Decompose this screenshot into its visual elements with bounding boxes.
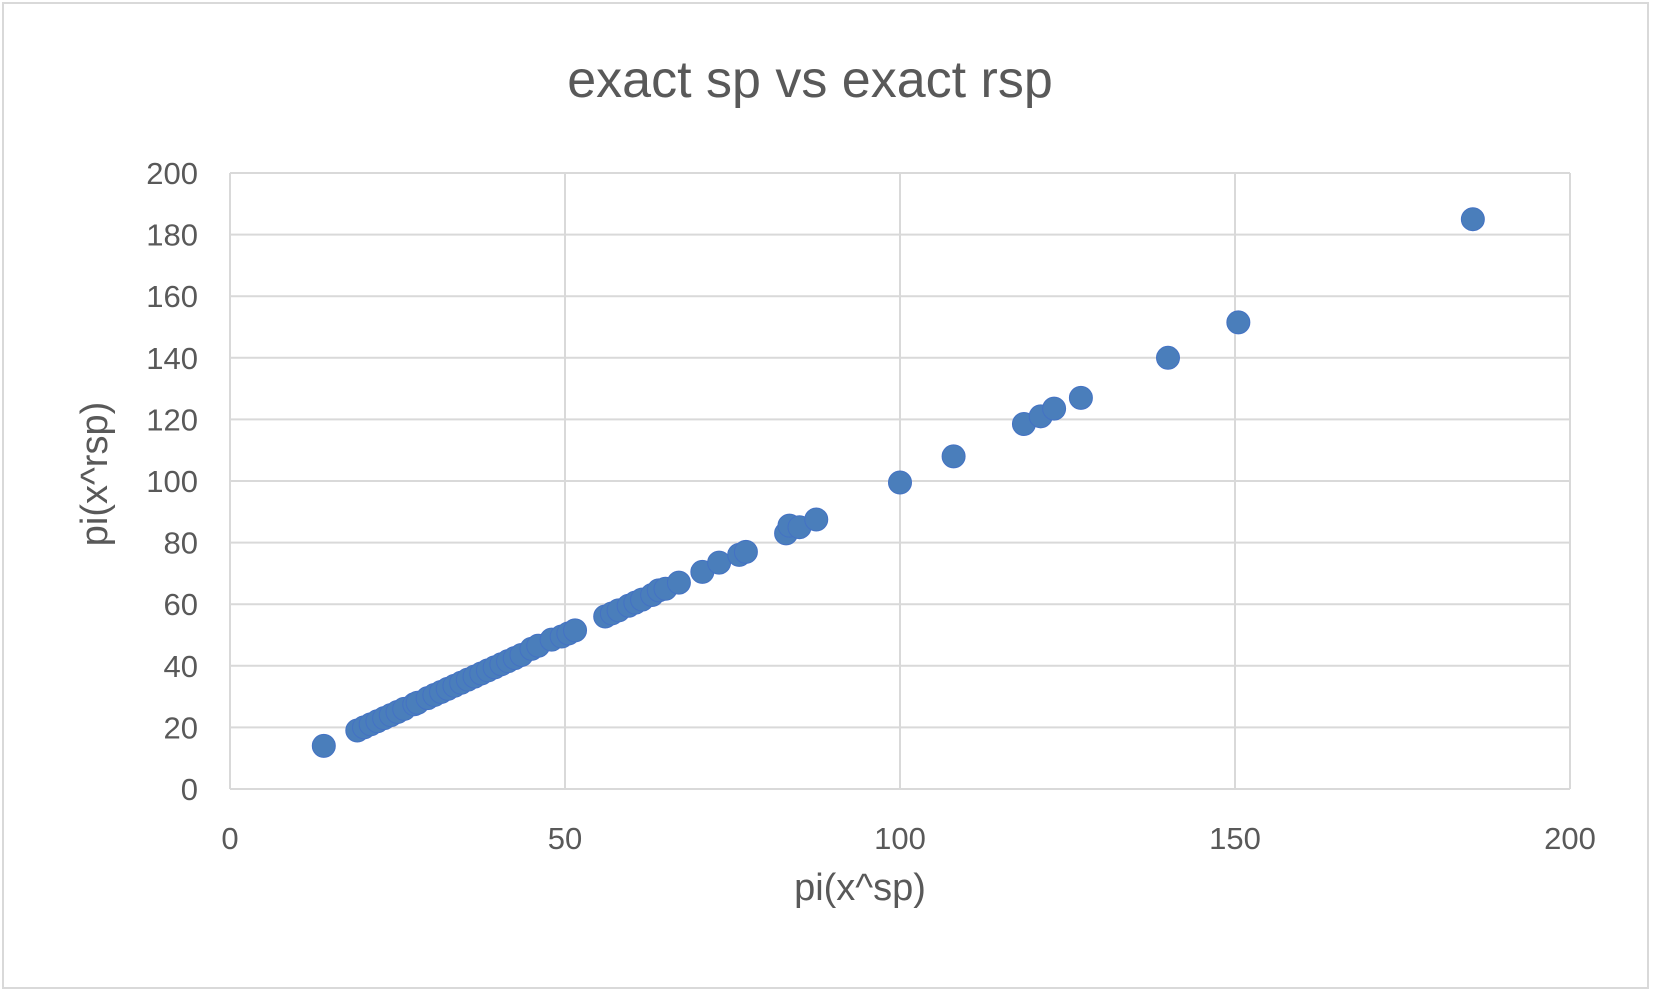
data-point: [1068, 385, 1093, 410]
y-tick-label: 40: [164, 649, 198, 684]
data-point: [1460, 207, 1485, 232]
data-points: [311, 207, 1485, 758]
data-point: [1042, 396, 1067, 421]
y-tick-label: 80: [164, 526, 198, 561]
scatter-chart: exact sp vs exact rsp 0 20 40 60 80 100 120 140…: [74, 51, 1596, 909]
y-tick-label: 120: [146, 402, 198, 437]
data-point: [311, 733, 336, 758]
y-tick-label: 0: [181, 772, 198, 807]
y-axis-title: pi(x^rsp): [74, 402, 116, 547]
x-tick-label: 50: [548, 821, 582, 856]
chart-title: exact sp vs exact rsp: [567, 51, 1053, 109]
y-tick-label: 200: [146, 156, 198, 191]
data-point: [733, 539, 758, 564]
x-tick-label: 100: [874, 821, 926, 856]
y-tick-label: 160: [146, 279, 198, 314]
data-point: [804, 507, 829, 532]
y-tick-label: 140: [146, 341, 198, 376]
data-point: [563, 618, 588, 643]
data-point: [666, 570, 691, 595]
x-axis-title: pi(x^sp): [794, 867, 926, 909]
data-point: [941, 444, 966, 469]
x-axis-tick-labels: 0 50 100 150 200: [221, 821, 1595, 856]
x-tick-label: 150: [1209, 821, 1261, 856]
data-point: [707, 550, 732, 575]
x-tick-label: 200: [1544, 821, 1596, 856]
x-tick-label: 0: [221, 821, 238, 856]
y-tick-label: 60: [164, 587, 198, 622]
y-tick-label: 180: [146, 218, 198, 253]
y-tick-label: 20: [164, 710, 198, 745]
data-point: [888, 470, 912, 495]
y-tick-label: 100: [146, 464, 198, 499]
y-axis-tick-labels: 0 20 40 60 80 100 120 140 160 180 200: [146, 156, 198, 807]
data-point: [1226, 310, 1251, 335]
data-point: [1156, 345, 1180, 370]
